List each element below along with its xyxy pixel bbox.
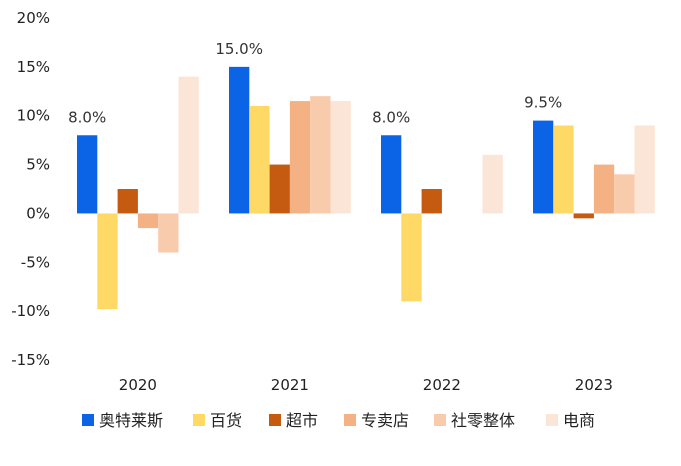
y-tick-label: 5%	[26, 156, 50, 174]
bar	[289, 101, 311, 214]
y-axis: 20% 15% 10% 5% 0% -5% -10% -15%	[11, 9, 50, 369]
bar	[137, 213, 159, 229]
legend-swatch	[269, 414, 281, 426]
y-tick-label: -10%	[11, 302, 50, 320]
bar	[330, 101, 351, 214]
y-tick-label: -5%	[21, 253, 50, 271]
legend-swatch	[434, 414, 446, 426]
bar	[533, 120, 554, 214]
data-label: 8.0%	[68, 108, 106, 126]
legend-item: 电商	[546, 411, 595, 430]
bar	[77, 135, 98, 214]
bar	[593, 164, 615, 214]
bar	[482, 154, 503, 214]
bar	[401, 213, 422, 302]
legend-label: 社零整体	[451, 411, 515, 430]
legend-label: 专卖店	[361, 411, 409, 430]
legend-item: 超市	[269, 411, 318, 430]
x-tick-label: 2021	[271, 376, 309, 394]
y-tick-label: 20%	[17, 9, 50, 27]
data-label: 8.0%	[372, 108, 410, 126]
legend-label: 超市	[286, 411, 318, 430]
x-tick-label: 2020	[119, 376, 157, 394]
bar	[97, 213, 118, 310]
legend-item: 百货	[193, 411, 242, 430]
x-tick-label: 2022	[423, 376, 461, 394]
bar	[421, 189, 442, 214]
bar	[573, 213, 594, 219]
legend-label: 电商	[563, 411, 595, 430]
bar-series-group	[77, 66, 655, 310]
data-label: 15.0%	[215, 40, 263, 58]
bar	[249, 105, 270, 214]
x-axis: 2020 2021 2022 2023	[119, 376, 613, 394]
legend-swatch	[193, 414, 205, 426]
legend-label: 奥特莱斯	[99, 411, 163, 430]
bar	[553, 125, 574, 214]
x-tick-label: 2023	[575, 376, 613, 394]
data-label-group: 8.0% 15.0% 8.0% 9.5%	[68, 40, 562, 126]
bar	[158, 213, 179, 253]
bar	[229, 66, 250, 214]
bar	[634, 125, 655, 214]
y-tick-label: 15%	[17, 58, 50, 76]
bar	[117, 189, 138, 214]
legend-swatch	[344, 414, 356, 426]
legend-swatch	[82, 414, 94, 426]
legend-swatch	[546, 414, 558, 426]
legend-item: 奥特莱斯	[82, 411, 163, 430]
bar	[178, 76, 199, 214]
bar	[310, 96, 331, 214]
legend-item: 专卖店	[344, 411, 409, 430]
y-tick-label: 10%	[17, 107, 50, 125]
data-label: 9.5%	[524, 94, 562, 112]
legend-label: 百货	[210, 411, 242, 430]
bar	[269, 164, 290, 214]
y-tick-label: -15%	[11, 351, 50, 369]
legend: 奥特莱斯 百货 超市 专卖店 社零整体 电商	[82, 411, 595, 430]
bar	[381, 135, 402, 214]
legend-item: 社零整体	[434, 411, 515, 430]
bar	[614, 174, 635, 214]
y-tick-label: 0%	[26, 204, 50, 222]
